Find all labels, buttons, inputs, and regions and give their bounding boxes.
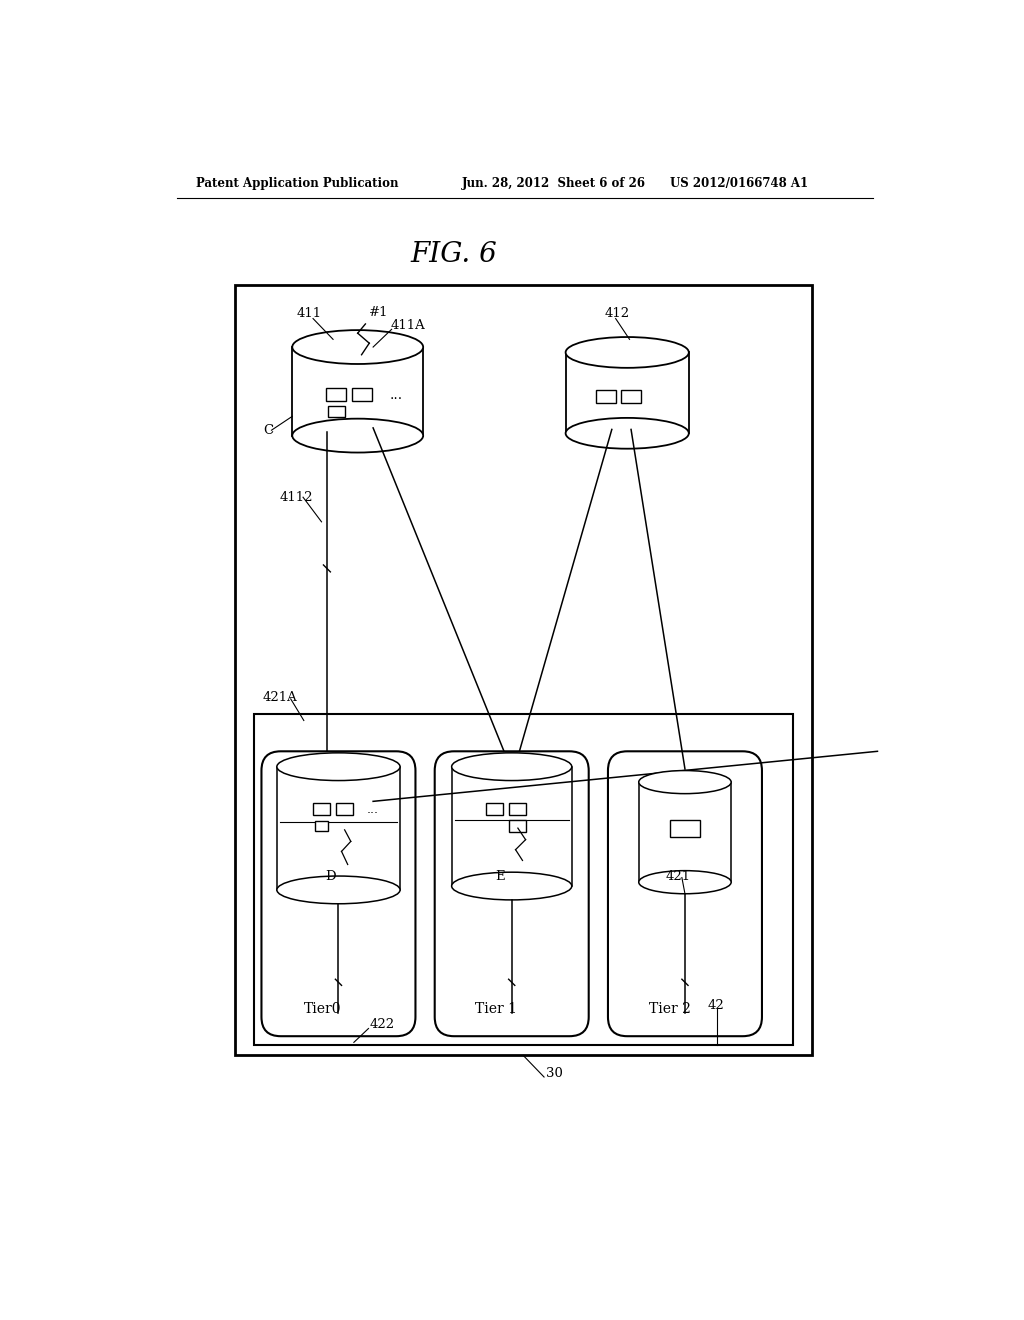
Ellipse shape <box>292 418 423 453</box>
Text: 42: 42 <box>708 999 725 1012</box>
Ellipse shape <box>639 871 731 894</box>
Text: Tier 1: Tier 1 <box>475 1002 517 1016</box>
Bar <box>336 804 353 814</box>
Bar <box>639 781 731 882</box>
FancyBboxPatch shape <box>608 751 762 1036</box>
Text: Patent Application Publication: Patent Application Publication <box>196 177 398 190</box>
FancyBboxPatch shape <box>261 751 416 1036</box>
Bar <box>326 388 346 401</box>
Bar <box>509 804 526 814</box>
Bar <box>452 767 571 886</box>
Text: 421: 421 <box>666 870 691 883</box>
Bar <box>509 820 526 832</box>
Bar <box>621 389 641 403</box>
Text: ...: ... <box>390 388 402 401</box>
Ellipse shape <box>292 330 423 364</box>
Ellipse shape <box>565 418 689 449</box>
Bar <box>596 389 615 403</box>
Bar <box>671 820 699 837</box>
Bar <box>486 804 503 814</box>
Text: D: D <box>326 870 336 883</box>
Ellipse shape <box>276 876 400 904</box>
Bar <box>313 804 330 814</box>
Text: US 2012/0166748 A1: US 2012/0166748 A1 <box>670 177 808 190</box>
Text: 411: 411 <box>296 308 322 321</box>
Ellipse shape <box>276 752 400 780</box>
Bar <box>314 821 329 832</box>
Bar <box>565 352 689 433</box>
Text: FIG. 6: FIG. 6 <box>411 242 498 268</box>
FancyBboxPatch shape <box>435 751 589 1036</box>
Text: ...: ... <box>368 803 379 816</box>
Bar <box>254 714 793 1045</box>
Text: Jun. 28, 2012  Sheet 6 of 26: Jun. 28, 2012 Sheet 6 of 26 <box>462 177 646 190</box>
Text: C: C <box>263 424 273 437</box>
Bar <box>234 285 812 1056</box>
Text: 30: 30 <box>547 1067 563 1080</box>
Bar <box>292 347 423 436</box>
Text: #1: #1 <box>370 306 389 319</box>
Bar <box>351 388 372 401</box>
Ellipse shape <box>639 771 731 793</box>
Ellipse shape <box>452 752 571 780</box>
Text: 4112: 4112 <box>280 491 312 504</box>
Ellipse shape <box>452 873 571 900</box>
Text: 421A: 421A <box>263 690 298 704</box>
Bar <box>328 407 345 417</box>
Text: 411A: 411A <box>391 319 426 333</box>
Text: E: E <box>496 870 505 883</box>
Text: 412: 412 <box>604 308 629 321</box>
Text: Tier 2: Tier 2 <box>648 1002 690 1016</box>
Text: Tier0: Tier0 <box>304 1002 342 1016</box>
Bar <box>276 767 400 890</box>
Ellipse shape <box>565 337 689 368</box>
Text: 422: 422 <box>370 1018 394 1031</box>
